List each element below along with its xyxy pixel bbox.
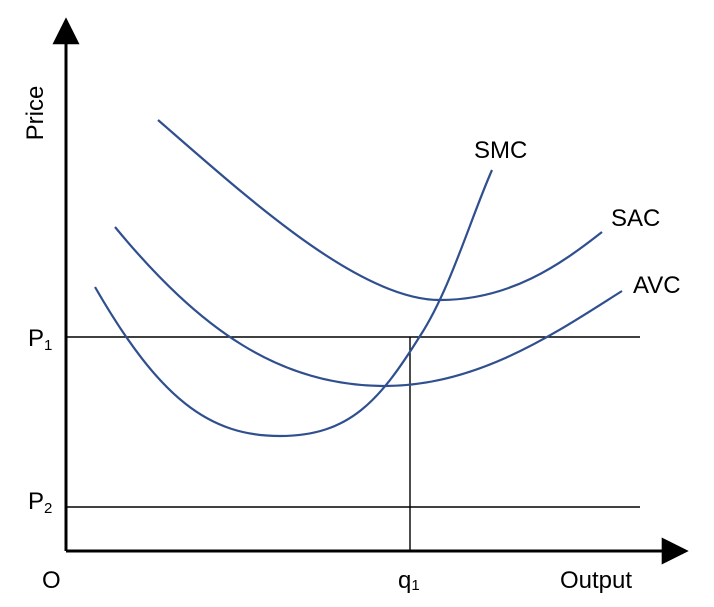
p2-main: P xyxy=(28,488,44,515)
p2-sub: 2 xyxy=(44,500,52,517)
p1-main: P xyxy=(28,325,44,352)
smc-label: SMC xyxy=(474,137,527,164)
x-axis-label: Output xyxy=(560,567,632,594)
y-axis-label: Price xyxy=(22,86,49,141)
q1-main: q xyxy=(398,567,411,594)
p1-label: P1 xyxy=(28,325,52,354)
q1-label: q1 xyxy=(398,567,420,594)
sac-curve xyxy=(114,226,623,388)
origin-label: O xyxy=(42,567,61,594)
sac-label: SAC xyxy=(611,205,660,232)
p2-label: P2 xyxy=(28,488,52,517)
p1-sub: 1 xyxy=(44,337,52,354)
avc-label: AVC xyxy=(633,272,681,299)
avc-curve xyxy=(94,169,494,438)
smc-curve xyxy=(157,119,603,302)
q1-sub: 1 xyxy=(411,577,419,594)
